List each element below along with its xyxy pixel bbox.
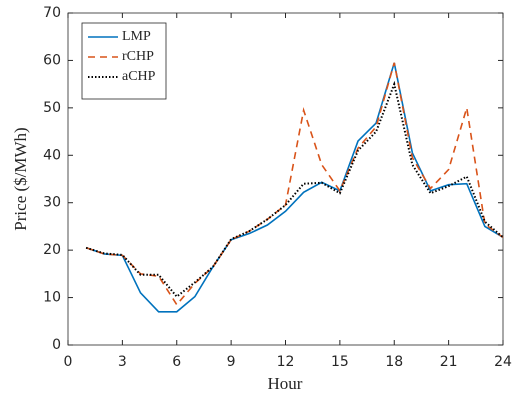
line-series xyxy=(85,62,504,307)
y-tick-label: 60 xyxy=(43,52,61,68)
x-tick-label: 24 xyxy=(494,354,512,370)
x-tick-label: 9 xyxy=(227,354,236,370)
legend-label: rCHP xyxy=(122,49,154,64)
y-tick-label: 50 xyxy=(43,100,61,116)
x-axis-label: Hour xyxy=(268,374,303,393)
y-tick-label: 30 xyxy=(43,195,61,211)
x-tick-label: 12 xyxy=(277,354,295,370)
y-tick-label: 70 xyxy=(43,5,61,21)
y-tick-label: 10 xyxy=(43,290,61,306)
line-series xyxy=(85,62,504,313)
x-tick-label: 3 xyxy=(118,354,127,370)
x-tick-label: 6 xyxy=(172,354,181,370)
legend-box xyxy=(81,22,167,100)
y-tick-label: 20 xyxy=(43,242,61,258)
x-tick-label: 0 xyxy=(64,354,73,370)
x-tick-label: 15 xyxy=(331,354,349,370)
legend-label: aCHP xyxy=(122,69,156,84)
x-tick-label: 21 xyxy=(440,354,458,370)
legend-label: LMP xyxy=(122,29,151,44)
y-tick-label: 0 xyxy=(52,337,61,353)
y-tick-label: 40 xyxy=(43,147,61,163)
y-axis-label: Price ($/MWh) xyxy=(11,127,30,230)
x-tick-label: 18 xyxy=(385,354,403,370)
